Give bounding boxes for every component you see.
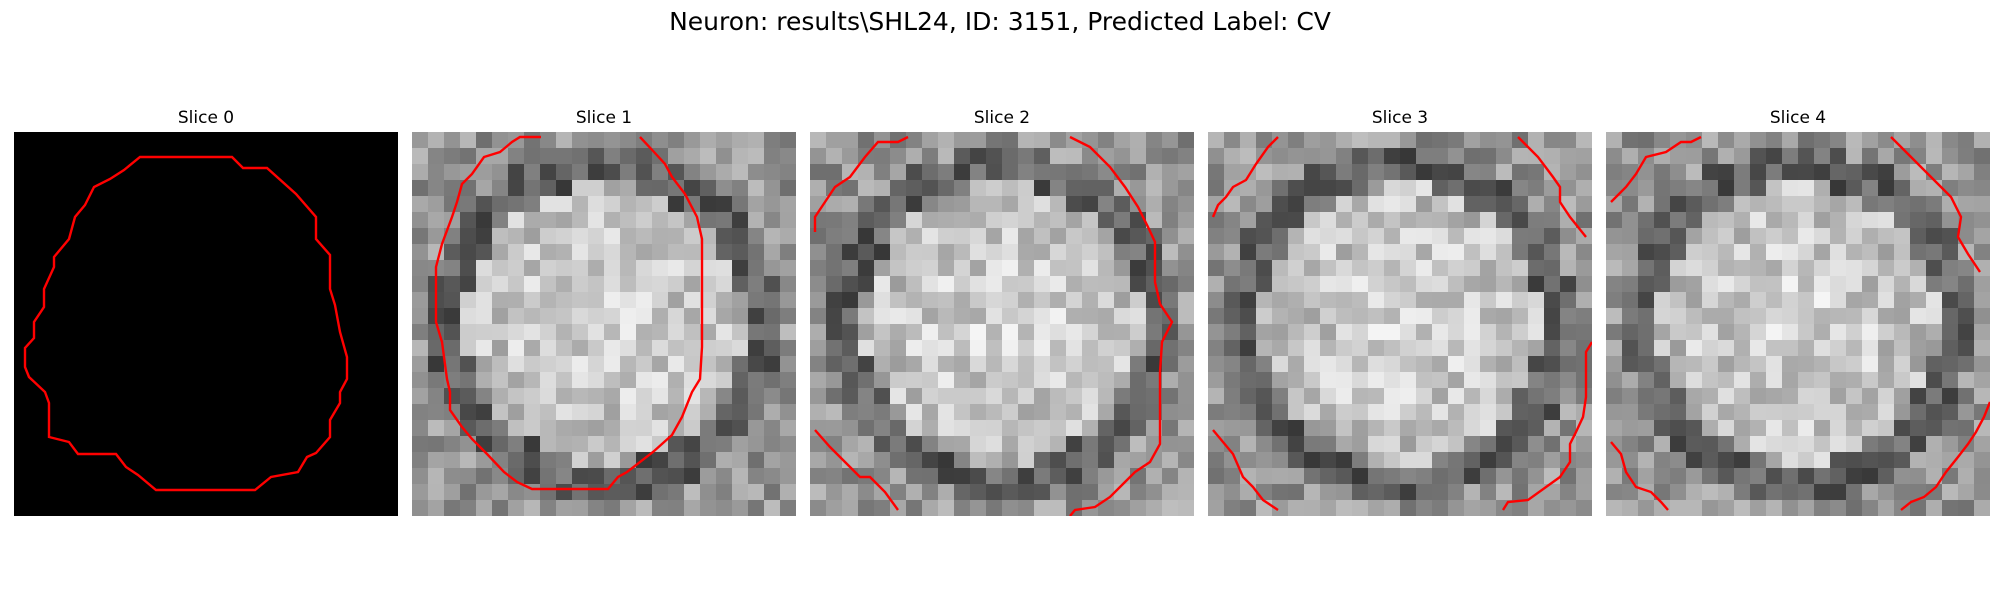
slice-image-3 <box>1208 132 1592 516</box>
roi-contour <box>1211 136 1279 218</box>
roi-contour <box>1212 429 1279 511</box>
roi-contour <box>1900 401 1990 511</box>
slice-image-4 <box>1606 132 1990 516</box>
slice-title: Slice 3 <box>1371 108 1429 128</box>
slice-panel-1: Slice 1 <box>412 108 796 516</box>
roi-contour <box>1501 341 1592 511</box>
slice-panel-3: Slice 3 <box>1208 108 1592 516</box>
slice-panel-2: Slice 2 <box>810 108 1194 516</box>
figure-title: Neuron: results\SHL24, ID: 3151, Predict… <box>669 7 1331 36</box>
grayscale-texture <box>1208 132 1592 516</box>
grayscale-texture <box>810 132 1194 516</box>
grayscale-texture <box>1606 132 1990 516</box>
roi-contour <box>23 155 349 492</box>
roi-contour <box>1610 135 1702 203</box>
roi-contour <box>1610 441 1669 511</box>
slice-title: Slice 1 <box>575 108 633 128</box>
roi-contour <box>1890 136 1981 273</box>
roi-contour <box>813 135 909 232</box>
roi-contour <box>1517 136 1587 238</box>
slice-title: Slice 2 <box>973 108 1031 128</box>
slice-image-2 <box>810 132 1194 516</box>
roi-contour <box>1069 135 1174 516</box>
grayscale-texture <box>412 132 796 516</box>
slice-panel-0: Slice 0 <box>14 108 398 516</box>
slice-image-1 <box>412 132 796 516</box>
slice-panel-4: Slice 4 <box>1606 108 1990 516</box>
slice-title: Slice 0 <box>177 108 235 128</box>
slice-title: Slice 4 <box>1769 108 1827 128</box>
roi-contour <box>434 135 704 491</box>
roi-contour <box>814 429 899 511</box>
slice-image-0 <box>14 132 398 516</box>
